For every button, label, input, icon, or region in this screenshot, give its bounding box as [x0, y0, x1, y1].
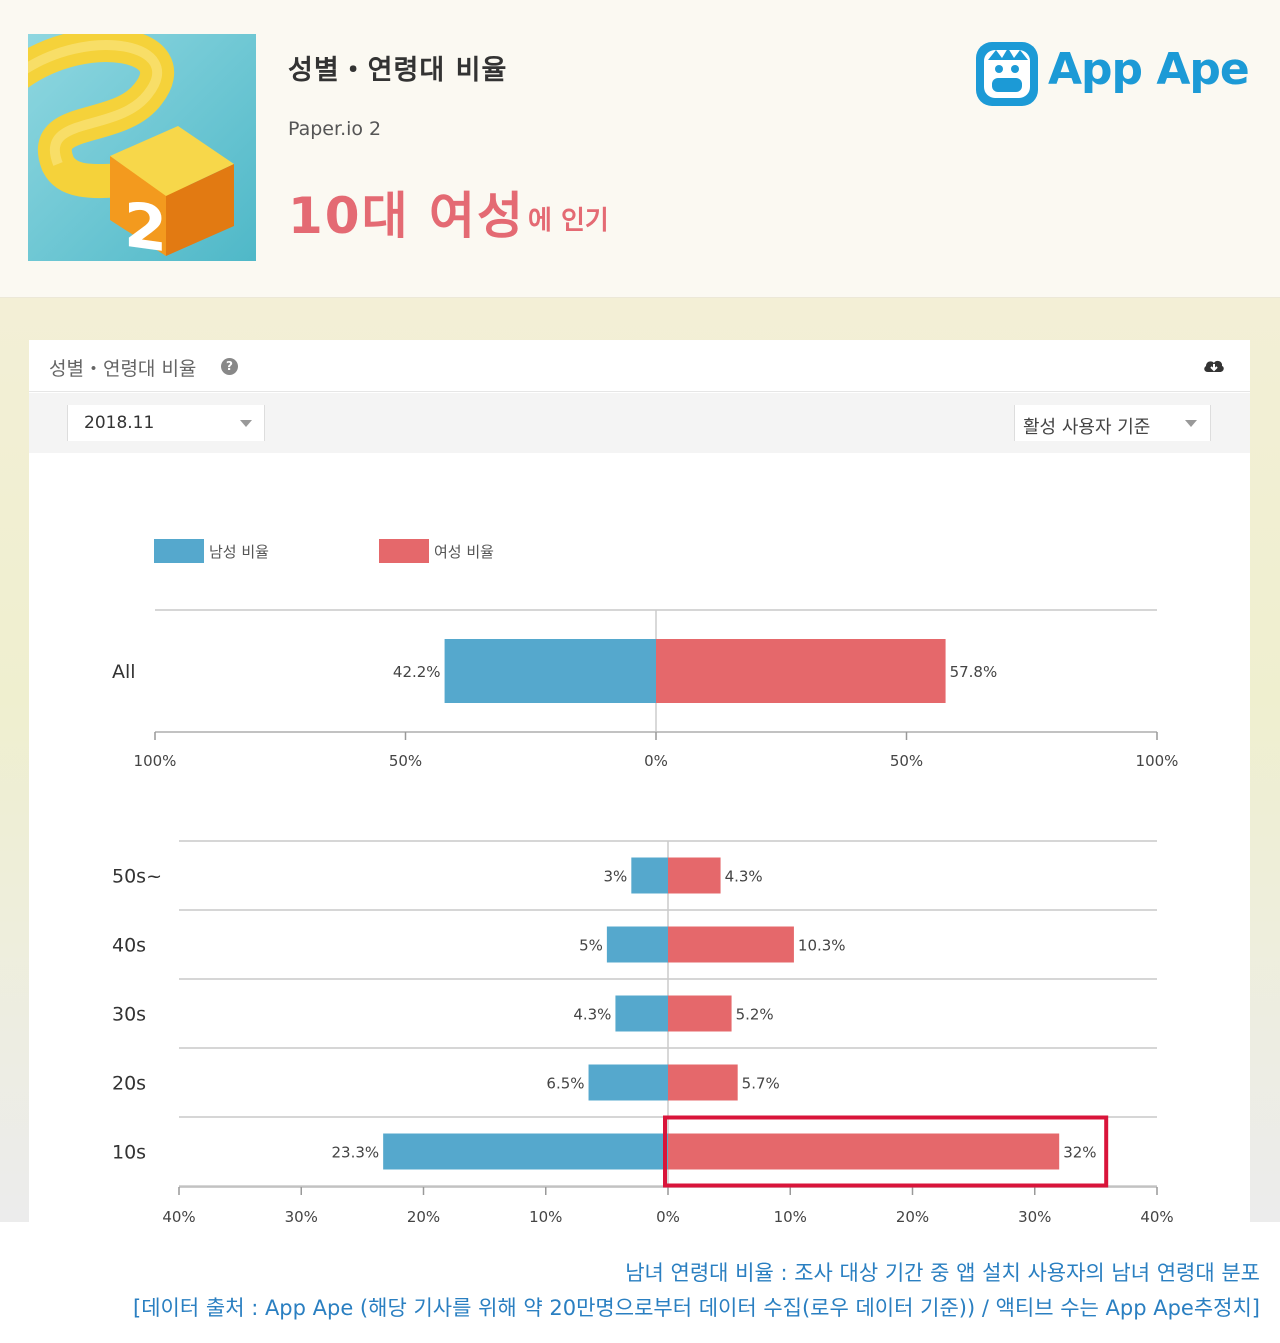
female-value-label-1-3: 5.7%: [742, 1075, 780, 1093]
x-tick-label-1-4: 0%: [656, 1208, 680, 1222]
header-banner: 2 성별・연령대 비율 Paper.io 2 10대 여성 에 인기 App A…: [0, 0, 1280, 298]
chevron-down-icon: [240, 420, 252, 427]
male-value-label-1-3: 6.5%: [546, 1075, 584, 1093]
male-bar-1-0: [631, 857, 668, 894]
category-label-0-0: All: [112, 661, 136, 683]
x-tick-label-0-1: 50%: [389, 752, 422, 770]
female-value-label-1-4: 32%: [1063, 1144, 1096, 1162]
footer: [0, 1222, 1280, 1343]
female-bar-1-2: [668, 995, 732, 1032]
svg-text:2: 2: [124, 188, 167, 261]
x-tick-label-0-3: 50%: [890, 752, 923, 770]
period-select[interactable]: 2018.11: [67, 405, 265, 441]
ape-logo-icon: [976, 42, 1038, 106]
female-bar-1-3: [668, 1064, 738, 1101]
male-value-label-1-1: 5%: [579, 937, 603, 955]
brand-name: App Ape: [1048, 44, 1250, 95]
female-value-label-0-0: 57.8%: [950, 663, 998, 681]
header-title: 성별・연령대 비율: [288, 55, 508, 86]
x-tick-label-1-1: 30%: [285, 1208, 318, 1222]
male-value-label-1-2: 4.3%: [573, 1006, 611, 1024]
male-bar-1-1: [606, 926, 668, 963]
category-label-1-0: 50s~: [112, 866, 162, 888]
male-value-label-1-0: 3%: [604, 868, 628, 886]
basis-select[interactable]: 활성 사용자 기준: [1014, 405, 1211, 441]
cloud-download-icon[interactable]: [1203, 356, 1225, 376]
x-tick-label-1-7: 30%: [1018, 1208, 1051, 1222]
footer-note-line1: 남녀 연령대 비율 : 조사 대상 기간 중 앱 설치 사용자의 남녀 연령대 …: [625, 1261, 1260, 1285]
legend-swatch-1: [379, 539, 429, 563]
male-bar-1-3: [588, 1064, 668, 1101]
chevron-down-icon: [1185, 420, 1197, 427]
male-value-label-1-4: 23.3%: [332, 1144, 380, 1162]
female-bar-1-4: [668, 1133, 1060, 1170]
legend-swatch-0: [154, 539, 204, 563]
x-tick-label-0-0: 100%: [134, 752, 177, 770]
x-tick-label-1-6: 20%: [896, 1208, 929, 1222]
female-value-label-1-1: 10.3%: [798, 937, 846, 955]
female-bar-1-1: [668, 926, 794, 963]
female-bar-1-0: [668, 857, 721, 894]
x-tick-label-1-3: 10%: [529, 1208, 562, 1222]
female-bar-0-0: [656, 639, 946, 703]
x-tick-label-1-5: 10%: [774, 1208, 807, 1222]
male-bar-0-0: [444, 639, 656, 703]
male-bar-1-2: [615, 995, 668, 1032]
filter-bar: 2018.11 활성 사용자 기준: [29, 393, 1250, 453]
app-name: Paper.io 2: [288, 118, 382, 140]
x-tick-label-1-0: 40%: [162, 1208, 195, 1222]
highlight-box: [663, 1115, 1109, 1188]
category-label-1-1: 40s: [112, 935, 146, 957]
legend-label-1: 여성 비율: [434, 543, 494, 561]
period-value: 2018.11: [84, 413, 155, 433]
basis-value: 활성 사용자 기준: [1023, 417, 1151, 438]
category-label-1-2: 30s: [112, 1004, 146, 1026]
x-tick-label-1-8: 40%: [1140, 1208, 1173, 1222]
male-bar-1-4: [383, 1133, 668, 1170]
gender-age-chart: 남성 비율 여성 비율 100% 50% 0% 50% 100% All 42.2% 57.8% 4…: [112, 539, 1179, 1222]
question-circle-icon[interactable]: ?: [221, 358, 238, 375]
female-value-label-1-2: 5.2%: [736, 1006, 774, 1024]
footer-note-line2: [데이터 출처 : App Ape (해당 기사를 위해 약 20만명으로부터 …: [133, 1296, 1260, 1320]
legend-label-0: 남성 비율: [209, 543, 269, 561]
x-tick-label-0-2: 0%: [644, 752, 668, 770]
category-label-1-3: 20s: [112, 1073, 146, 1095]
popular-suffix: 에 인기: [528, 206, 609, 236]
app-icon: 2: [28, 34, 256, 261]
card-title: 성별・연령대 비율: [49, 358, 197, 380]
x-tick-label-1-2: 20%: [407, 1208, 440, 1222]
x-tick-label-0-4: 100%: [1136, 752, 1179, 770]
popular-segment: 10대 여성: [288, 187, 525, 245]
card-title-bar: 성별・연령대 비율 ?: [29, 340, 1250, 392]
female-value-label-1-0: 4.3%: [725, 868, 763, 886]
male-value-label-0-0: 42.2%: [393, 663, 441, 681]
brand-logo: App Ape: [972, 36, 1252, 112]
category-label-1-4: 10s: [112, 1142, 146, 1164]
